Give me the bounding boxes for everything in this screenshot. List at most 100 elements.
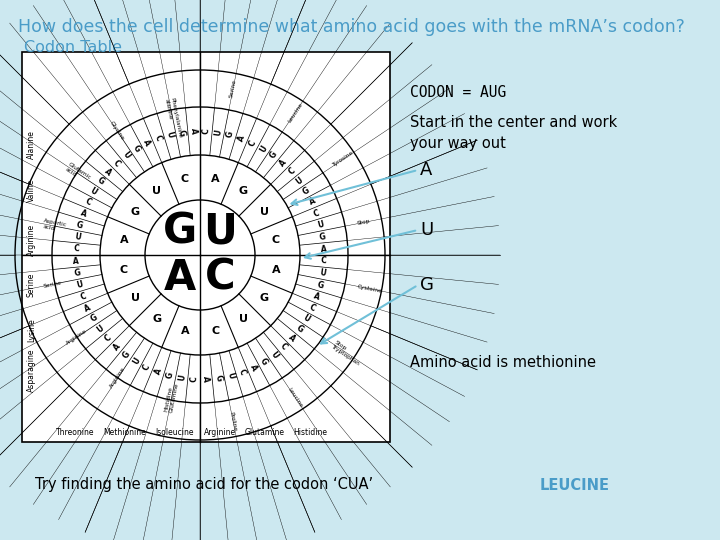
Text: G: G (95, 176, 106, 187)
Text: C: C (79, 292, 87, 302)
Text: A: A (237, 134, 247, 143)
Text: Try finding the amino acid for the codon ‘CUA’: Try finding the amino acid for the codon… (35, 477, 373, 492)
Text: U: U (213, 129, 223, 136)
Text: A: A (420, 161, 433, 179)
Text: A: A (278, 158, 289, 168)
Text: A: A (164, 257, 196, 299)
Text: A: A (248, 362, 258, 372)
Text: C: C (84, 197, 92, 207)
Text: G: G (73, 268, 81, 278)
Text: A: A (103, 166, 113, 177)
Text: G: G (294, 323, 305, 334)
Text: U: U (165, 131, 175, 139)
Text: G: G (131, 207, 140, 217)
Bar (22, 52, 390, 442)
Text: U: U (420, 221, 433, 239)
Text: G: G (238, 186, 248, 195)
Text: Serine: Serine (229, 79, 238, 99)
Text: Cysteine: Cysteine (356, 284, 382, 294)
Text: C: C (181, 174, 189, 184)
Text: C: C (211, 326, 219, 336)
Text: G: G (420, 276, 434, 294)
Text: CODON = AUG: CODON = AUG (410, 85, 506, 100)
Text: C: C (202, 128, 211, 134)
Text: U: U (319, 268, 326, 278)
Text: Alanine: Alanine (27, 131, 36, 159)
Text: Glycine: Glycine (109, 120, 125, 141)
Text: LEUCINE: LEUCINE (540, 477, 610, 492)
Text: U: U (225, 371, 235, 380)
Text: U: U (269, 349, 279, 360)
Text: C: C (73, 244, 79, 254)
Text: Arginine: Arginine (66, 328, 89, 346)
Text: A: A (79, 208, 88, 219)
Text: Start in the center and work
your way out: Start in the center and work your way ou… (410, 115, 617, 151)
Text: U: U (177, 374, 186, 381)
Text: G: G (225, 131, 235, 139)
Text: Stop: Stop (356, 219, 371, 226)
Text: Leucine: Leucine (287, 387, 304, 408)
Text: C: C (103, 333, 113, 343)
Text: Asparagine: Asparagine (27, 348, 36, 392)
Text: C: C (278, 342, 289, 352)
Text: C: C (120, 265, 128, 275)
Text: Stop
Tryptophan: Stop Tryptophan (330, 340, 364, 367)
Text: A: A (153, 367, 163, 376)
Text: U: U (121, 150, 132, 160)
Text: U: U (203, 211, 237, 253)
Text: U: U (153, 186, 161, 195)
Text: Threonine: Threonine (55, 428, 94, 437)
Text: U: U (258, 144, 269, 154)
Text: C: C (287, 166, 297, 177)
Text: G: G (121, 349, 132, 360)
Text: U: U (302, 313, 311, 324)
Text: Serine: Serine (27, 273, 36, 297)
Text: C: C (153, 134, 163, 143)
Text: Arginine: Arginine (109, 367, 127, 389)
Text: A: A (142, 138, 153, 147)
Text: C: C (307, 303, 317, 313)
Text: C: C (321, 256, 327, 266)
Text: G: G (165, 371, 175, 380)
Text: Isoleucine: Isoleucine (156, 428, 194, 437)
Text: A: A (112, 342, 122, 352)
Text: G: G (163, 211, 197, 253)
Text: C: C (189, 376, 199, 382)
Text: How does the cell determine what amino acid goes with the mRNA’s codon?: How does the cell determine what amino a… (18, 18, 685, 36)
Text: U: U (131, 356, 142, 366)
Text: C: C (204, 257, 235, 299)
Text: Tyrosine: Tyrosine (332, 151, 354, 168)
Text: C: C (272, 235, 280, 245)
Text: Aspartic
acid: Aspartic acid (42, 219, 68, 234)
Text: Codon Table: Codon Table (24, 40, 122, 55)
Text: A: A (181, 326, 189, 336)
Text: Arginine: Arginine (27, 224, 36, 256)
Text: A: A (84, 303, 92, 313)
Text: Phenylalanine
alanine: Phenylalanine alanine (163, 97, 182, 139)
Text: Lysine: Lysine (27, 318, 36, 342)
Text: G: G (213, 374, 223, 381)
Text: Histidine
Glutamine: Histidine Glutamine (163, 381, 180, 413)
Text: U: U (294, 176, 305, 187)
Text: Valine: Valine (27, 178, 36, 201)
Text: A: A (211, 174, 220, 184)
Text: Amino acid is methionine: Amino acid is methionine (410, 355, 596, 370)
Text: A: A (320, 244, 327, 254)
Text: A: A (189, 128, 199, 134)
Text: G: G (89, 313, 99, 324)
Text: U: U (73, 232, 81, 242)
Text: C: C (248, 138, 258, 147)
Text: G: G (269, 150, 279, 160)
Text: U: U (238, 314, 248, 325)
Text: Glutamine: Glutamine (245, 428, 285, 437)
Text: C: C (112, 158, 122, 168)
Text: A: A (120, 235, 128, 245)
Text: G: G (76, 220, 84, 230)
Text: G: G (319, 232, 326, 242)
Text: Leucine: Leucine (287, 102, 304, 123)
Text: Histidine: Histidine (293, 428, 327, 437)
Text: Proline: Proline (229, 411, 238, 432)
Text: Glutamic
acid: Glutamic acid (64, 161, 92, 185)
Text: C: C (237, 368, 247, 376)
Text: A: A (287, 333, 297, 343)
